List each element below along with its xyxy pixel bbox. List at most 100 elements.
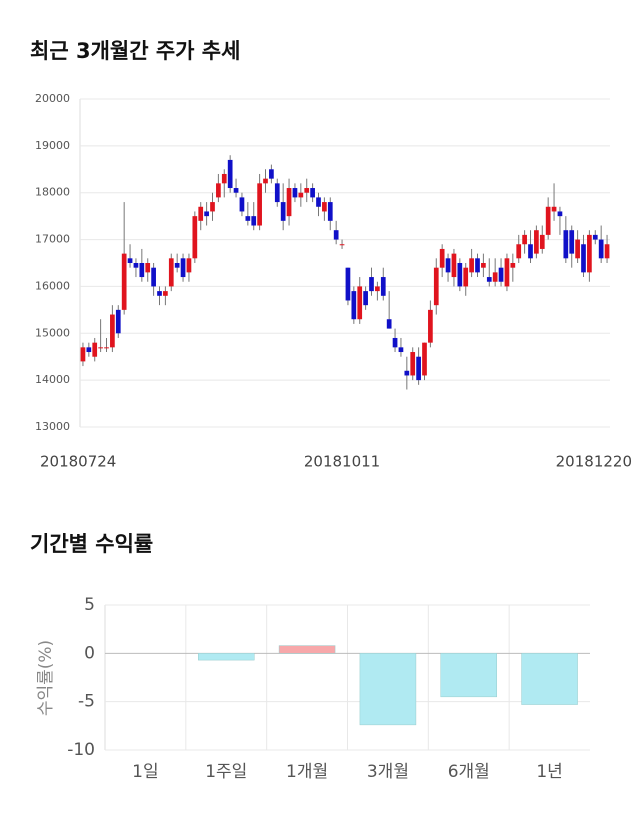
candle-body [522,234,527,245]
candle-body [516,244,522,259]
x-tick-label: 1개월 [286,762,328,782]
candle-body [145,263,151,273]
chart-title: 기간별 수익률 [30,532,153,556]
candle-body [404,370,410,376]
y-tick-label: 13000 [35,420,70,433]
candle-body [486,277,492,282]
candle-body [204,211,209,217]
candle-body [463,267,469,287]
candle-body [157,291,162,296]
candle-body [510,263,516,268]
candle-body [369,277,374,292]
candle-body [457,263,463,287]
candle-body [168,258,174,287]
candle-body [539,234,545,249]
y-tick-label: 14000 [35,373,70,386]
candle-body [545,206,551,235]
candle-body [227,159,233,189]
candle-body [292,188,298,198]
candle-body [310,188,315,198]
candle-body [481,263,486,268]
candle-body [492,272,498,282]
x-tick-label: 20181220 [556,453,632,471]
candle-body [263,178,268,184]
candle-body [469,258,474,273]
x-tick-label: 1일 [132,762,158,782]
candle-body [210,202,215,212]
candle-body [245,216,251,221]
candle-body [534,230,539,254]
x-tick-label: 6개월 [448,762,490,782]
candle-body [322,202,327,212]
candle-body [386,319,392,329]
candle-body [257,183,262,226]
candle-body [233,188,239,193]
candle-body [563,230,569,259]
y-tick-label: 5 [84,595,95,615]
candle-body [180,258,186,278]
candle-body [174,263,180,268]
y-tick-label: 18000 [35,186,70,199]
candle-body [327,202,333,221]
candle-body [274,183,280,203]
candle-body [498,267,504,282]
candle-body [298,192,304,198]
candle-body [451,253,457,278]
candle-body [163,291,168,296]
candle-body [121,253,127,310]
x-tick-label: 20181011 [304,453,380,471]
candle-body [410,352,416,376]
candle-body [239,197,245,212]
candle-body [104,347,109,349]
candle-body [445,258,451,273]
x-tick-label: 1년 [536,762,562,782]
candle-body [598,239,604,259]
y-tick-label: 19000 [35,139,70,152]
y-tick-label: -10 [67,740,95,760]
x-tick-label: 3개월 [367,762,409,782]
bar [440,653,497,698]
candle-body [375,286,380,292]
candle-body [251,216,257,226]
candle-body [316,197,321,207]
y-tick-label: -5 [78,692,95,712]
candle-body [133,263,139,268]
bar [198,653,255,661]
bar [521,653,578,705]
candle-body [392,337,398,348]
candle-body [286,188,292,217]
y-tick-label: 15000 [35,326,70,339]
candle-body [504,258,510,287]
candle-body [345,267,351,301]
candle-body [581,244,586,273]
bar [278,645,336,654]
chart-title: 최근 3개월간 주가 추세 [30,39,240,63]
candle-body [428,309,433,343]
candle-body [304,188,310,193]
x-tick-label: 20180724 [40,453,116,471]
candle-body [475,258,480,273]
candle-body [433,267,439,306]
candle-body [439,248,445,268]
y-tick-label: 0 [84,643,95,663]
candle-body [592,234,598,240]
candle-body [416,356,421,381]
candle-body [351,291,357,320]
candle-body [198,206,204,221]
y-axis-label: 수익률(%) [36,640,56,716]
candle-body [551,206,557,212]
candle-body [115,309,121,334]
x-tick-label: 1주일 [205,762,247,782]
candle-body [528,244,533,259]
candle-body [604,244,610,259]
candle-body [221,173,227,184]
y-tick-label: 20000 [35,92,70,105]
candle-body [269,169,274,179]
candle-body [216,183,221,198]
candle-body [339,244,345,246]
candle-body [92,342,98,357]
y-tick-label: 16000 [35,279,70,292]
candle-body [139,263,145,278]
candle-body [192,216,198,259]
